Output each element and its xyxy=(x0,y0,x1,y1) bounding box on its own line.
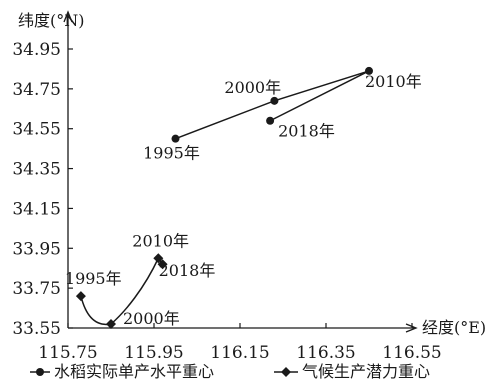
axes xyxy=(63,10,418,333)
legend-label-rice-yield: 水稻实际单产水平重心 xyxy=(54,362,214,381)
legend-marker-climate-potential xyxy=(281,367,291,377)
point-marker-climate-potential xyxy=(153,253,164,264)
y-axis-title: 纬度(°N) xyxy=(18,11,85,30)
point-marker-rice-yield xyxy=(270,96,279,105)
point-label-climate-potential: 1995年 xyxy=(65,269,122,288)
y-tick-label: 33.95 xyxy=(12,239,61,259)
point-marker-rice-yield xyxy=(365,66,373,75)
legend-marker-rice-yield xyxy=(36,368,44,376)
x-tick-label: 115.95 xyxy=(124,343,183,363)
y-tick-label: 34.35 xyxy=(12,160,61,180)
x-tick-label: 116.15 xyxy=(210,343,269,363)
point-labels: 1995年 2000年 2010年 2018年 1995年 2000年 2010年 2018年 xyxy=(65,72,422,328)
y-tick-label: 34.15 xyxy=(12,199,61,219)
y-tick-label: 34.55 xyxy=(12,120,61,140)
series-line-rice-yield xyxy=(175,70,370,140)
x-axis-arrow xyxy=(405,323,418,333)
x-axis-title: 经度(°E) xyxy=(422,318,486,337)
point-marker-climate-potential xyxy=(106,319,116,330)
point-label-rice-yield: 2000年 xyxy=(224,78,281,97)
y-tick-label: 33.75 xyxy=(12,279,61,299)
point-label-climate-potential: 2010年 xyxy=(132,231,189,250)
point-label-rice-yield: 2018年 xyxy=(278,122,335,141)
y-tick-label: 34.75 xyxy=(12,80,61,100)
point-label-climate-potential: 2018年 xyxy=(159,261,216,280)
point-label-climate-potential: 2000年 xyxy=(123,309,180,328)
y-axis-ticks: 33.55 33.75 33.95 34.15 34.35 34.55 34.75 34.95 xyxy=(12,40,73,339)
x-tick-label: 116.35 xyxy=(296,343,355,363)
point-marker-climate-potential xyxy=(75,291,86,302)
x-tick-label: 115.75 xyxy=(38,343,97,363)
point-marker-rice-yield xyxy=(266,116,275,125)
y-axis-arrow xyxy=(63,10,73,23)
point-marker-climate-potential xyxy=(157,259,168,270)
point-marker-rice-yield xyxy=(171,134,180,143)
point-label-rice-yield: 2010年 xyxy=(365,72,422,91)
legend-label-climate-potential: 气候生产潜力重心 xyxy=(302,362,430,381)
legend: 水稻实际单产水平重心 气候生产潜力重心 xyxy=(30,362,430,381)
series-layer xyxy=(75,66,373,330)
y-tick-label: 33.55 xyxy=(12,319,61,339)
x-tick-label: 116.55 xyxy=(382,343,441,363)
x-axis-ticks: 115.75 115.95 116.15 116.35 116.55 xyxy=(38,323,442,363)
y-tick-label: 34.95 xyxy=(12,40,61,60)
point-label-rice-yield: 1995年 xyxy=(143,144,200,163)
